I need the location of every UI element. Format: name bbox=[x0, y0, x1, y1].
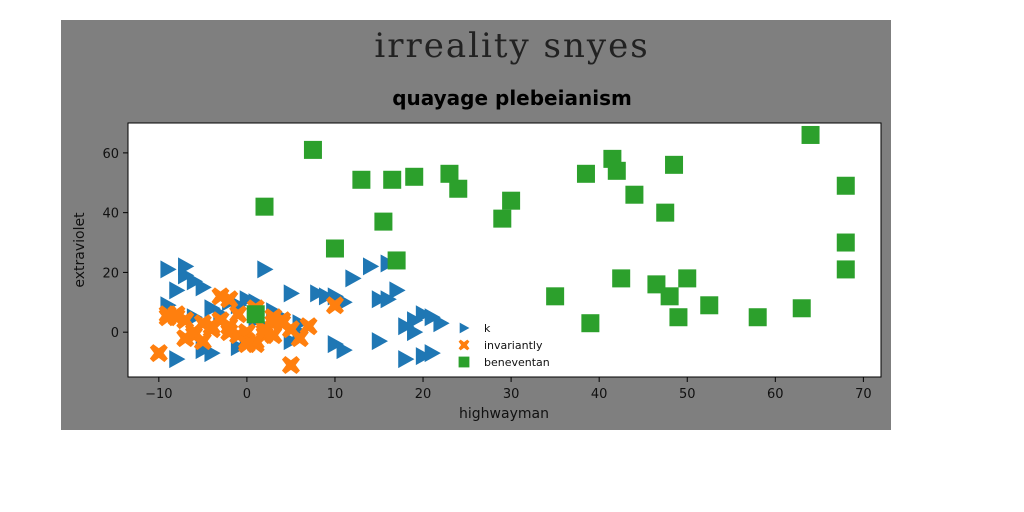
data-point-beneventan bbox=[405, 167, 424, 186]
data-point-invariantly bbox=[281, 356, 300, 375]
legend-label-beneventan: beneventan bbox=[484, 356, 550, 369]
data-point-beneventan bbox=[660, 287, 679, 306]
data-point-k bbox=[380, 290, 397, 309]
data-point-invariantly bbox=[211, 287, 230, 306]
x-tick-label: 60 bbox=[767, 387, 784, 402]
data-point-k bbox=[239, 290, 256, 309]
data-point-beneventan bbox=[546, 287, 565, 306]
figure-title: irreality snyes bbox=[374, 26, 650, 66]
data-point-beneventan bbox=[440, 164, 459, 183]
data-point-beneventan bbox=[669, 308, 688, 327]
x-axis-ticks: −10 0 10 20 30 40 50 60 70 bbox=[145, 377, 872, 402]
legend-marker-beneventan bbox=[458, 356, 470, 368]
data-point-k bbox=[257, 260, 274, 279]
data-point-beneventan bbox=[576, 164, 595, 183]
data-point-k bbox=[336, 341, 353, 360]
data-point-beneventan bbox=[836, 233, 855, 252]
x-tick-label: 20 bbox=[415, 387, 432, 402]
data-point-invariantly bbox=[325, 296, 344, 315]
data-point-k bbox=[204, 299, 221, 318]
data-point-invariantly bbox=[149, 344, 168, 363]
data-point-beneventan bbox=[792, 299, 811, 318]
data-point-beneventan bbox=[502, 191, 521, 210]
data-point-k bbox=[327, 335, 344, 354]
chart-title: quayage plebeianism bbox=[392, 86, 632, 110]
data-point-k bbox=[310, 284, 327, 303]
data-point-k bbox=[169, 350, 186, 369]
data-point-beneventan bbox=[581, 314, 600, 333]
data-points bbox=[149, 125, 855, 375]
data-point-invariantly bbox=[299, 317, 318, 336]
x-tick-label: 0 bbox=[243, 387, 251, 402]
data-point-beneventan bbox=[607, 161, 626, 180]
data-point-beneventan bbox=[625, 185, 644, 204]
data-point-k bbox=[362, 257, 380, 276]
y-axis-ticks: 0 20 40 60 bbox=[102, 147, 128, 341]
x-tick-label: 50 bbox=[679, 387, 696, 402]
legend-marker-k bbox=[459, 322, 470, 334]
y-tick-label: 0 bbox=[111, 326, 119, 341]
data-point-k bbox=[371, 332, 388, 351]
data-point-k bbox=[283, 284, 300, 303]
data-point-beneventan bbox=[836, 176, 855, 195]
data-point-beneventan bbox=[836, 260, 855, 279]
data-point-beneventan bbox=[612, 269, 631, 288]
data-point-k bbox=[371, 290, 388, 309]
data-point-beneventan bbox=[325, 239, 344, 258]
data-point-beneventan bbox=[303, 140, 322, 159]
data-point-k bbox=[389, 281, 406, 300]
data-point-beneventan bbox=[665, 155, 684, 174]
data-point-k bbox=[398, 350, 415, 369]
x-axis-label: highwayman bbox=[459, 406, 549, 422]
data-point-beneventan bbox=[748, 308, 767, 327]
data-point-beneventan bbox=[255, 197, 274, 216]
y-tick-label: 40 bbox=[102, 207, 119, 222]
data-point-invariantly bbox=[273, 311, 292, 330]
data-point-k bbox=[424, 308, 441, 327]
y-axis-label: extraviolet bbox=[72, 212, 88, 288]
data-point-invariantly bbox=[220, 317, 239, 336]
data-point-k bbox=[195, 278, 212, 297]
legend: k invariantly beneventan bbox=[458, 322, 550, 369]
legend-marker-invariantly bbox=[458, 339, 470, 351]
data-point-k bbox=[415, 305, 433, 324]
data-point-beneventan bbox=[383, 170, 402, 189]
x-tick-label: 10 bbox=[327, 387, 344, 402]
data-point-k bbox=[433, 314, 450, 333]
data-point-invariantly bbox=[237, 335, 256, 354]
data-point-beneventan bbox=[246, 305, 265, 324]
data-point-beneventan bbox=[352, 170, 371, 189]
data-point-k bbox=[169, 281, 186, 300]
data-point-k bbox=[345, 269, 362, 288]
data-point-invariantly bbox=[264, 326, 283, 345]
data-point-k bbox=[186, 272, 204, 291]
data-point-k bbox=[160, 260, 177, 279]
data-point-k bbox=[398, 317, 415, 336]
data-point-beneventan bbox=[801, 125, 820, 144]
data-point-beneventan bbox=[387, 251, 406, 270]
y-tick-label: 60 bbox=[102, 147, 119, 162]
data-point-k bbox=[415, 347, 433, 366]
y-tick-label: 20 bbox=[102, 266, 119, 281]
data-point-k bbox=[283, 332, 300, 351]
data-point-invariantly bbox=[176, 311, 195, 330]
legend-label-k: k bbox=[484, 322, 491, 335]
data-point-k bbox=[178, 257, 195, 276]
data-point-beneventan bbox=[449, 179, 468, 198]
data-point-k bbox=[424, 344, 441, 363]
data-point-k bbox=[407, 323, 424, 342]
x-tick-label: −10 bbox=[145, 387, 172, 402]
x-tick-label: 30 bbox=[503, 387, 520, 402]
data-point-k bbox=[318, 287, 336, 306]
x-tick-label: 40 bbox=[591, 387, 608, 402]
legend-label-invariantly: invariantly bbox=[484, 339, 543, 352]
data-point-beneventan bbox=[656, 203, 675, 222]
data-point-k bbox=[407, 311, 424, 330]
data-point-beneventan bbox=[374, 212, 393, 231]
data-point-beneventan bbox=[700, 296, 719, 315]
data-point-beneventan bbox=[678, 269, 697, 288]
data-point-beneventan bbox=[493, 209, 512, 228]
x-tick-label: 70 bbox=[855, 387, 872, 402]
